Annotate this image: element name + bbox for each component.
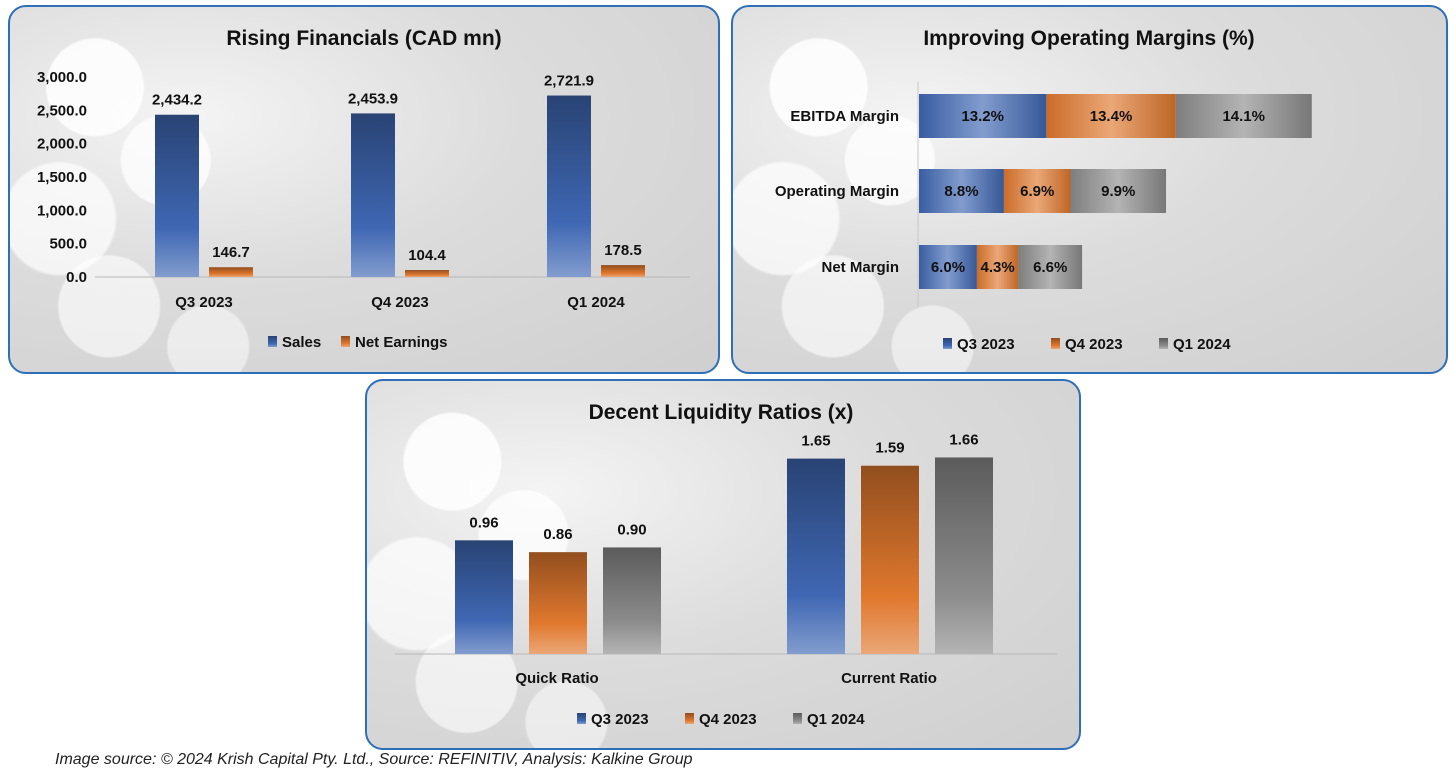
legend-label: Q1 2024 [1173, 336, 1231, 353]
y-tick-label: 2,000.0 [37, 136, 87, 153]
x-tick-label: Q1 2024 [567, 294, 625, 311]
data-label: 9.9% [1101, 183, 1135, 200]
data-label: 1.59 [875, 440, 904, 457]
y-tick-label: 1,000.0 [37, 202, 87, 219]
bar-q3-2023 [787, 458, 845, 654]
bar-segment-q1-2024 [1175, 94, 1312, 138]
y-tick-label: 0.0 [66, 269, 87, 286]
chart-title: Improving Operating Margins (%) [923, 27, 1254, 50]
data-label: 6.6% [1033, 259, 1067, 276]
legend-label: Sales [282, 334, 321, 351]
bar-segment-q1-2024 [1070, 169, 1167, 213]
legend-swatch [1051, 338, 1060, 349]
margins-chart-panel: Improving Operating Margins (%) EBITDA Ma… [731, 5, 1448, 374]
financials-chart-panel: Rising Financials (CAD mn) 0.0 500.0 1,000.… [8, 5, 720, 374]
bar-net-earnings [209, 267, 253, 277]
data-label: 2,434.2 [152, 92, 202, 109]
data-label: 0.96 [469, 514, 498, 531]
legend-swatch [577, 713, 586, 724]
bar-q1-2024 [935, 457, 993, 654]
y-tick-label: 1,500.0 [37, 169, 87, 186]
legend-label: Q3 2023 [591, 711, 649, 728]
x-tick-label: Current Ratio [841, 670, 937, 687]
legend-label: Q3 2023 [957, 336, 1015, 353]
y-tick-label: 3,000.0 [37, 69, 87, 86]
y-tick-label: Operating Margin [775, 183, 899, 200]
bar-segment-q3-2023 [919, 169, 1004, 213]
liquidity-chart-panel: Decent Liquidity Ratios (x) 0.96 0.86 0.90 Q… [365, 379, 1081, 750]
data-label: 0.90 [617, 521, 646, 538]
data-label: 8.8% [944, 183, 978, 200]
bar-sales [547, 95, 591, 277]
bar-q4-2023 [861, 465, 919, 654]
data-label: 13.4% [1090, 108, 1133, 125]
data-label: 14.1% [1222, 108, 1265, 125]
data-label: 2,721.9 [544, 73, 594, 90]
chart-title: Rising Financials (CAD mn) [226, 27, 501, 50]
data-label: 4.3% [981, 259, 1015, 276]
x-tick-label: Q4 2023 [371, 294, 429, 311]
bar-segment-q4-2023 [976, 245, 1019, 289]
bar-sales [155, 114, 199, 277]
data-label: 104.4 [408, 247, 446, 264]
y-tick-label: Net Margin [821, 259, 899, 276]
y-tick-label: EBITDA Margin [790, 108, 899, 125]
data-label: 6.0% [931, 259, 965, 276]
data-label: 1.65 [801, 433, 830, 450]
legend-label: Q4 2023 [1065, 336, 1123, 353]
x-tick-label: Quick Ratio [515, 670, 598, 687]
bar-segment-q3-2023 [919, 245, 977, 289]
data-label: 13.2% [961, 108, 1004, 125]
legend-label: Net Earnings [355, 334, 448, 351]
data-label: 146.7 [212, 244, 250, 261]
legend-swatch [268, 336, 277, 347]
legend-label: Q4 2023 [699, 711, 757, 728]
chart-title: Decent Liquidity Ratios (x) [589, 401, 854, 424]
legend-swatch [793, 713, 802, 724]
data-label: 6.9% [1020, 183, 1054, 200]
bar-net-earnings [405, 270, 449, 277]
legend-label: Q1 2024 [807, 711, 865, 728]
legend-swatch [341, 336, 350, 347]
bar-segment-q4-2023 [1003, 169, 1071, 213]
bar-q3-2023 [455, 540, 513, 654]
data-label: 178.5 [604, 242, 642, 259]
data-label: 1.66 [949, 431, 978, 448]
bar-segment-q1-2024 [1018, 245, 1083, 289]
bar-segment-q4-2023 [1046, 94, 1176, 138]
y-tick-label: 2,500.0 [37, 102, 87, 119]
bar-net-earnings [601, 265, 645, 277]
data-label: 0.86 [543, 526, 572, 543]
image-source-caption: Image source: © 2024 Krish Capital Pty. … [55, 751, 693, 768]
legend-swatch [685, 713, 694, 724]
legend-swatch [943, 338, 952, 349]
y-tick-label: 500.0 [49, 236, 87, 253]
financials-chart: Rising Financials (CAD mn) 0.0 500.0 1,000.… [37, 27, 690, 351]
margins-chart: Improving Operating Margins (%) EBITDA Ma… [775, 27, 1312, 353]
x-tick-label: Q3 2023 [175, 294, 233, 311]
legend-swatch [1159, 338, 1168, 349]
bar-q4-2023 [529, 552, 587, 654]
data-label: 2,453.9 [348, 90, 398, 107]
liquidity-chart: Decent Liquidity Ratios (x) 0.96 0.86 0.90 Q… [395, 401, 1057, 728]
bar-sales [351, 113, 395, 277]
bar-q1-2024 [603, 547, 661, 654]
bar-segment-q3-2023 [919, 94, 1047, 138]
